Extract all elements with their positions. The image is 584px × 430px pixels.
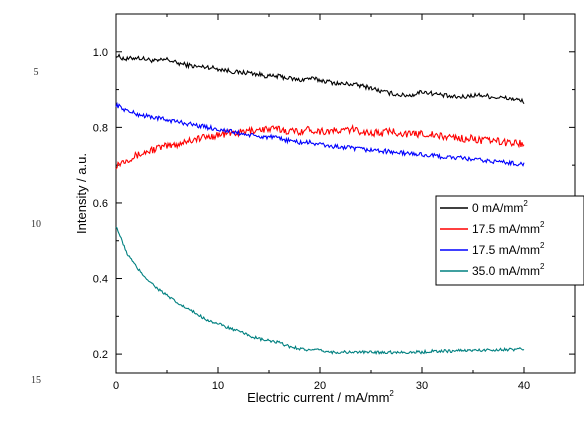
y-tick-label: 0.6	[93, 198, 108, 210]
axis-ticks	[115, 14, 576, 373]
legend: 0 mA/mm2 17.5 mA/mm2 17.5 mA/mm2 35.0 mA/mm…	[435, 195, 584, 286]
series-group	[115, 53, 525, 355]
legend-box	[435, 195, 584, 286]
line-number-5: 5	[34, 67, 39, 78]
x-axis-title: Electric current / mA/mm2	[247, 389, 394, 405]
y-tick-label: 1.0	[93, 47, 108, 59]
axis-tick-labels: 0 10 20 30 40 0.2 0.4 0.6 0.8 1.0	[93, 47, 530, 392]
series-line-1	[115, 123, 525, 170]
line-number-15: 15	[31, 375, 41, 386]
series-line-3	[115, 226, 525, 355]
x-tick-label: 40	[518, 380, 530, 392]
y-axis-title: Intensity / a.u.	[74, 153, 89, 234]
x-tick-label: 20	[314, 380, 326, 392]
series-line-0	[115, 53, 525, 105]
legend-label-3: 35.0 mA/mm2	[472, 262, 545, 278]
line-number-10: 10	[31, 219, 41, 230]
plot-frame	[115, 13, 576, 374]
x-axis-title-text: Electric current / mA/mm	[247, 390, 389, 405]
y-tick-label: 0.2	[93, 349, 108, 361]
x-axis-title-sup: 2	[389, 389, 394, 398]
y-tick-label: 0.8	[93, 122, 108, 134]
x-tick-label: 10	[212, 380, 224, 392]
y-tick-label: 0.4	[93, 274, 108, 286]
legend-label-1: 17.5 mA/mm2	[472, 220, 545, 236]
series-line-2	[115, 101, 525, 167]
legend-label-2: 17.5 mA/mm2	[472, 241, 545, 257]
x-tick-label: 0	[113, 380, 119, 392]
x-tick-label: 30	[416, 380, 428, 392]
legend-label-0: 0 mA/mm2	[472, 199, 528, 215]
